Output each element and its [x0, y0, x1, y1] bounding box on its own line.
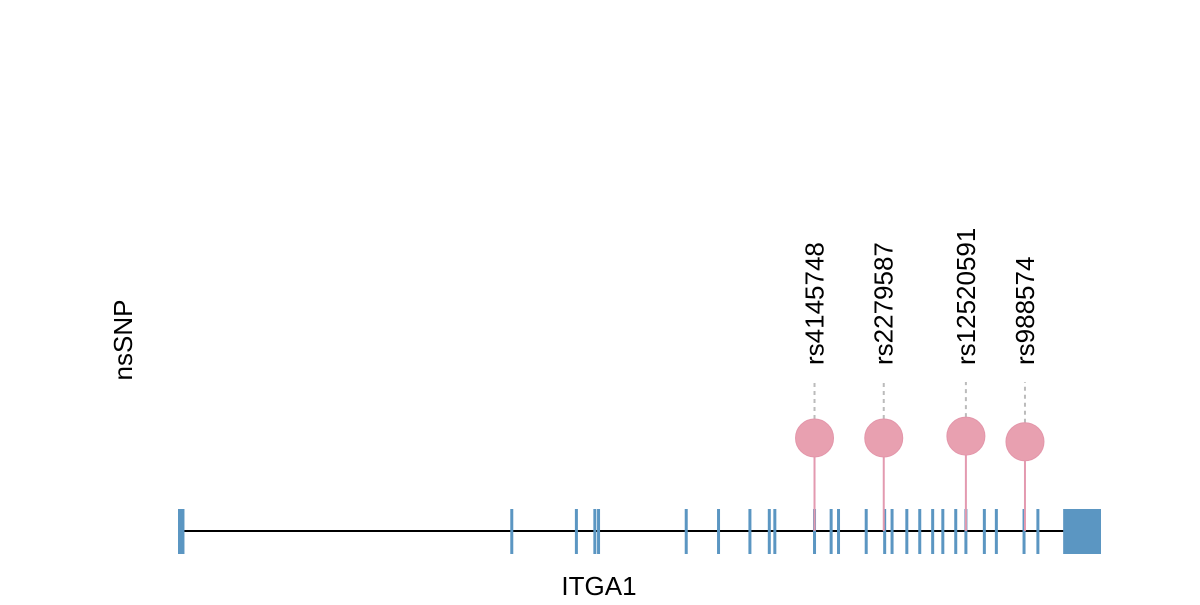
snp-label: rs12520591: [951, 228, 981, 365]
exon-20: [941, 509, 945, 554]
exon-3: [574, 509, 578, 554]
snp-label: rs2279587: [869, 242, 899, 365]
exon-11: [813, 509, 817, 554]
exon-15: [883, 509, 887, 554]
exon-13: [837, 509, 841, 554]
exon-24: [994, 509, 998, 554]
exon-1: [178, 509, 185, 554]
snp-rs988574[interactable]: rs988574: [1005, 257, 1045, 531]
exon-27: [1063, 509, 1101, 554]
snp-point[interactable]: [795, 418, 835, 458]
snp-rs12520591[interactable]: rs12520591: [946, 228, 986, 531]
exon-16: [890, 509, 894, 554]
snp-point[interactable]: [1005, 422, 1045, 462]
exon-4: [593, 509, 597, 554]
exon-12: [829, 509, 833, 554]
exon-26: [1036, 509, 1040, 554]
exon-21: [954, 509, 958, 554]
exon-5: [597, 509, 601, 554]
exon-22: [964, 509, 968, 554]
exon-17: [905, 509, 909, 554]
exon-14: [864, 509, 868, 554]
exon-18: [918, 509, 922, 554]
exon-7: [717, 509, 721, 554]
exon-23: [982, 509, 986, 554]
snps: rs4145748 rs2279587 rs12520591 rs988574: [795, 228, 1045, 531]
snp-point[interactable]: [864, 418, 904, 458]
snp-label: rs4145748: [800, 242, 830, 365]
exon-10: [773, 509, 777, 554]
exon-9: [767, 509, 771, 554]
exon-8: [748, 509, 752, 554]
exon-19: [931, 509, 935, 554]
snp-label: rs988574: [1010, 257, 1040, 365]
snp-point[interactable]: [946, 416, 986, 456]
exon-6: [684, 509, 688, 554]
exon-25: [1022, 509, 1026, 554]
snp-rs4145748[interactable]: rs4145748: [795, 242, 835, 531]
exon-2: [510, 509, 514, 554]
track-label: nsSNP: [108, 300, 138, 381]
gene-label: ITGA1: [561, 571, 636, 600]
exons: [178, 509, 1101, 554]
snp-rs2279587[interactable]: rs2279587: [864, 242, 904, 531]
